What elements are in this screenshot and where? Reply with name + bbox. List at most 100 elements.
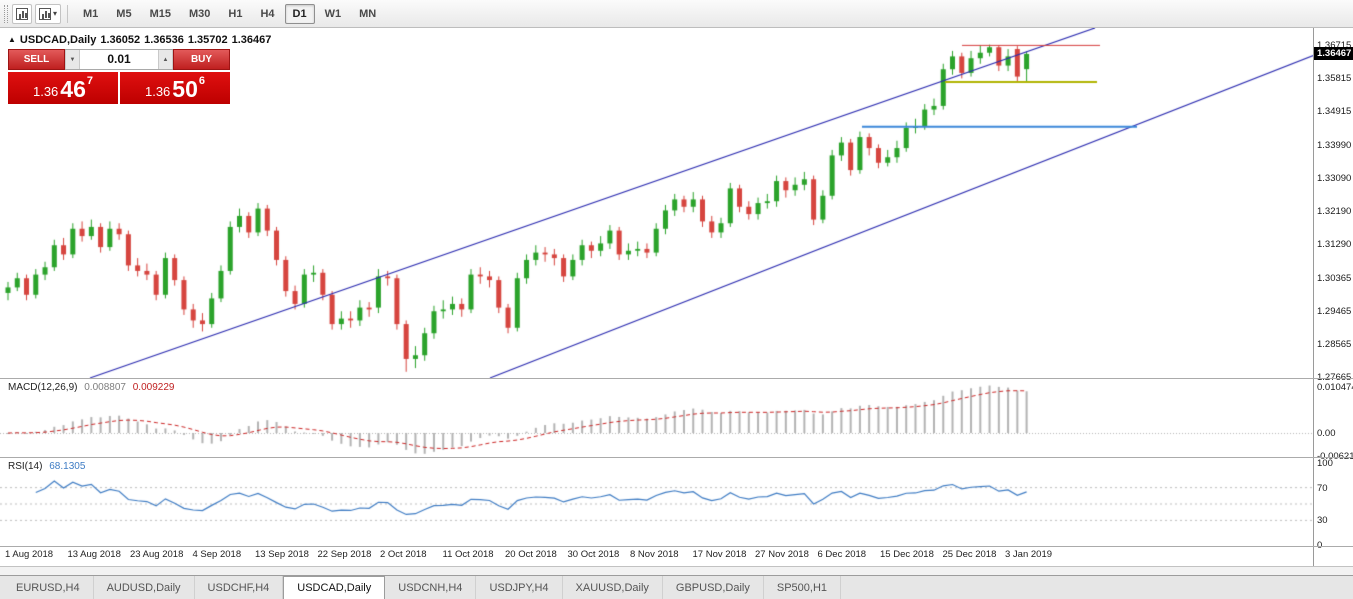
chart-tab-bar: EURUSD,H4 AUDUSD,Daily USDCHF,H4 USDCAD,Dai… [0, 575, 1353, 599]
close-value: 1.36467 [231, 34, 272, 46]
timeframe-button-m15[interactable]: M15 [149, 7, 171, 20]
high-value: 1.36536 [144, 34, 184, 46]
macd-axis-tick: -0.006218 [1317, 451, 1353, 462]
volume-increase-button[interactable]: ▲ [158, 50, 173, 69]
chart-type-dropdown[interactable]: ▾ [35, 3, 62, 24]
chart-tab-sp500-h1[interactable]: SP500,H1 [764, 576, 842, 599]
chart-tab-xauusd-daily[interactable]: XAUUSD,Daily [563, 576, 663, 599]
toolbar-separator [67, 4, 69, 23]
price-axis-tick: 1.30365 [1317, 272, 1352, 284]
macd-indicator-label: MACD(12,26,9) 0.008807 0.009229 [8, 382, 174, 393]
chart-tab-usdchf-h4[interactable]: USDCHF,H4 [195, 576, 284, 599]
date-axis-label: 4 Sep 2018 [192, 549, 242, 560]
buy-price-pips: 50 [172, 76, 198, 102]
price-axis-tick: 1.33090 [1317, 172, 1352, 184]
timeframes-toolbar: ▾ M1 M5 M15 M30 H1 H4 D1 W1 MN [0, 0, 1353, 28]
date-axis-label: 1 Aug 2018 [5, 549, 54, 560]
rsi-name: RSI(14) [8, 461, 43, 472]
date-axis-label: 3 Jan 2019 [1005, 549, 1053, 560]
price-axis-tick: 1.28565 [1317, 338, 1352, 350]
date-axis[interactable]: 1 Aug 2018 13 Aug 2018 23 Aug 2018 4 Sep 20… [0, 549, 1313, 565]
one-click-trading-panel: SELL ▼ 0.01 ▲ BUY 1.36 46 7 1.36 50 6 [8, 49, 230, 104]
price-axis-tick: 1.35815 [1317, 72, 1352, 84]
sell-price-point: 7 [86, 75, 94, 87]
chart-tab-eurusd-h4[interactable]: EURUSD,H4 [3, 576, 94, 599]
open-value: 1.36052 [100, 34, 141, 46]
macd-axis-tick: 0.00 [1317, 428, 1336, 439]
chevron-down-icon: ▾ [53, 9, 58, 18]
volume-stepper: ▼ 0.01 ▲ [65, 49, 173, 70]
symbol-period-label: USDCAD,Daily [19, 34, 97, 46]
buy-price-prefix: 1.36 [144, 84, 171, 99]
one-click-toggle-icon[interactable]: ▲ [8, 35, 16, 44]
timeframe-button-m5[interactable]: M5 [116, 7, 132, 20]
timeframe-button-group: M1 M5 M15 M30 H1 H4 D1 W1 MN [74, 3, 385, 24]
price-axis[interactable]: 1.36467 1.36715 1.35815 1.34915 1.33990 1.33… [1313, 28, 1353, 566]
current-price-badge: 1.36467 [1314, 46, 1353, 60]
toolbar-grip[interactable] [4, 4, 8, 23]
date-axis-label: 20 Oct 2018 [505, 549, 557, 560]
date-axis-label: 23 Aug 2018 [130, 549, 184, 560]
price-chart-canvas[interactable] [0, 28, 1313, 566]
volume-input[interactable]: 0.01 [107, 52, 131, 66]
panel-separator[interactable] [0, 457, 1353, 458]
timeframe-button-d1[interactable]: D1 [284, 3, 315, 24]
macd-signal-value: 0.009229 [132, 382, 175, 393]
date-axis-label: 13 Sep 2018 [255, 549, 309, 560]
timeframe-button-w1[interactable]: W1 [324, 7, 342, 20]
date-axis-label: 25 Dec 2018 [942, 549, 997, 560]
rsi-axis-tick: 70 [1317, 482, 1328, 494]
sell-price-prefix: 1.36 [32, 84, 59, 99]
price-axis-tick: 1.33990 [1317, 139, 1352, 151]
timeframe-button-m30[interactable]: M30 [188, 7, 211, 20]
candlestick-chart-icon [39, 7, 51, 20]
date-axis-label: 15 Dec 2018 [880, 549, 934, 560]
buy-price-point: 6 [198, 75, 206, 87]
horizontal-scrollbar-strip[interactable] [0, 566, 1353, 575]
panel-separator[interactable] [0, 546, 1353, 547]
rsi-axis-tick: 30 [1317, 515, 1328, 527]
date-axis-label: 30 Oct 2018 [567, 549, 620, 560]
date-axis-label: 13 Aug 2018 [67, 549, 121, 560]
rsi-axis-tick: 0 [1317, 540, 1322, 551]
chart-tab-audusd-daily[interactable]: AUDUSD,Daily [94, 576, 195, 599]
chart-window-button[interactable] [12, 3, 32, 24]
price-axis-tick: 1.29465 [1317, 305, 1352, 317]
sell-button[interactable]: SELL [8, 49, 65, 70]
timeframe-button-h4[interactable]: H4 [260, 7, 275, 20]
date-axis-label: 27 Nov 2018 [755, 549, 809, 560]
timeframe-button-h1[interactable]: H1 [228, 7, 243, 20]
volume-decrease-button[interactable]: ▼ [65, 50, 80, 69]
chart-window-icon [16, 7, 28, 20]
date-axis-label: 6 Dec 2018 [817, 549, 867, 560]
chart-tab-usdjpy-h4[interactable]: USDJPY,H4 [476, 576, 563, 599]
macd-name: MACD(12,26,9) [8, 382, 78, 393]
rsi-indicator-label: RSI(14) 68.1305 [8, 461, 85, 472]
price-axis-tick: 1.36715 [1317, 39, 1352, 51]
buy-price-button[interactable]: 1.36 50 6 [120, 72, 230, 104]
timeframe-button-mn[interactable]: MN [359, 7, 377, 20]
timeframe-button-m1[interactable]: M1 [83, 7, 99, 20]
rsi-value: 68.1305 [49, 461, 86, 472]
price-axis-tick: 1.34915 [1317, 105, 1352, 117]
date-axis-label: 8 Nov 2018 [630, 549, 679, 560]
price-axis-tick: 1.31290 [1317, 238, 1352, 250]
chart-tab-usdcnh-h4[interactable]: USDCNH,H4 [385, 576, 477, 599]
buy-button[interactable]: BUY [173, 49, 230, 70]
date-axis-label: 17 Nov 2018 [692, 549, 747, 560]
macd-value: 0.008807 [84, 382, 126, 393]
sell-price-pips: 46 [60, 76, 86, 102]
rsi-axis-tick: 100 [1317, 458, 1333, 469]
panel-separator[interactable] [0, 378, 1353, 379]
chart-tab-usdcad-daily[interactable]: USDCAD,Daily [283, 576, 386, 599]
date-axis-label: 11 Oct 2018 [442, 549, 494, 560]
chart-tab-gbpusd-daily[interactable]: GBPUSD,Daily [663, 576, 764, 599]
date-axis-label: 22 Sep 2018 [317, 549, 372, 560]
macd-axis-tick: 0.010474 [1317, 382, 1353, 393]
chart-area: ▲ USDCAD,Daily 1.36052 1.36536 1.35702 1.3646… [0, 28, 1353, 566]
sell-price-button[interactable]: 1.36 46 7 [8, 72, 118, 104]
price-axis-tick: 1.27665 [1317, 372, 1351, 383]
price-axis-tick: 1.32190 [1317, 205, 1352, 217]
low-value: 1.35702 [187, 34, 228, 46]
